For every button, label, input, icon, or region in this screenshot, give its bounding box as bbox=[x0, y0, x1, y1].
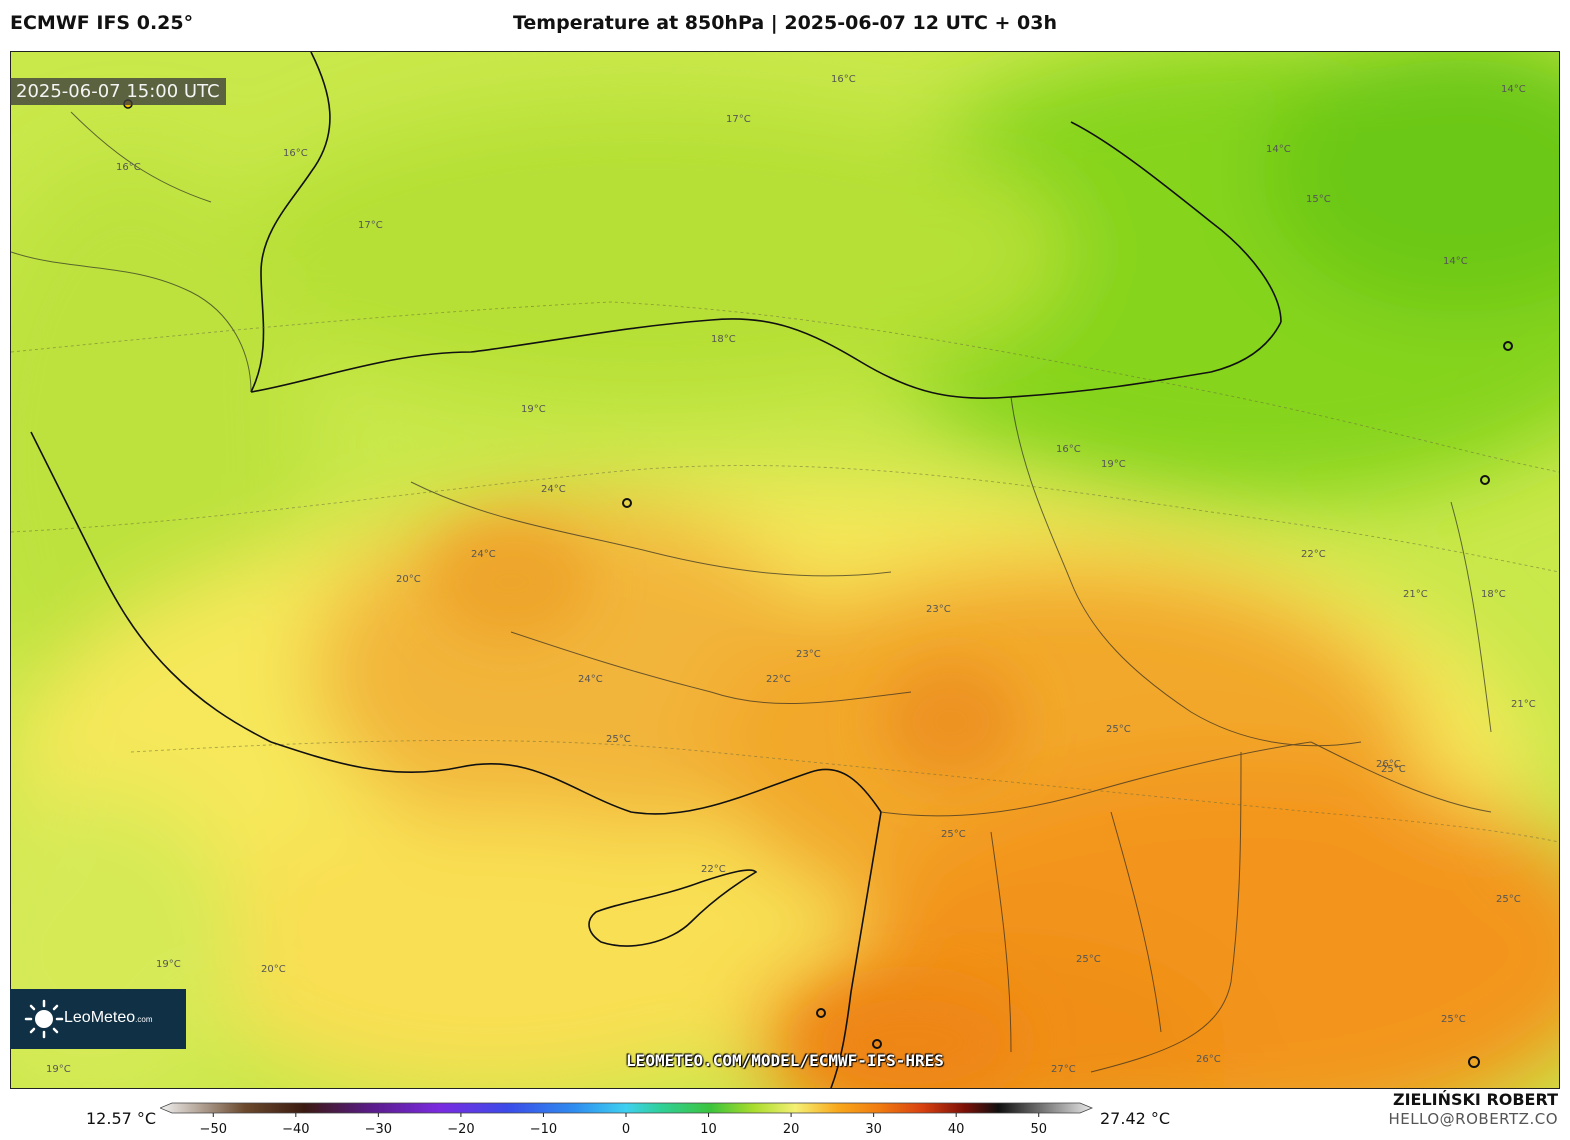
isotherm-label: 24°C bbox=[541, 484, 566, 495]
model-name: ECMWF IFS 0.25° bbox=[10, 12, 194, 34]
field-max-value: 27.42 °C bbox=[1100, 1109, 1171, 1128]
isotherm-label: 26°C bbox=[1196, 1054, 1221, 1065]
isotherm-label: 14°C bbox=[1443, 256, 1468, 267]
field-min-value: 12.57 °C bbox=[86, 1109, 157, 1128]
coastlines bbox=[30, 52, 1282, 1088]
isotherm-label: 26°C bbox=[1376, 759, 1401, 770]
valid-time-badge: 2025-06-07 15:00 UTC bbox=[10, 78, 226, 105]
city-marker bbox=[622, 498, 632, 508]
isotherm-labels: 16°C 17°C 16°C 17°C 18°C 16°C 19°C 24°C 24°C 20°C… bbox=[46, 74, 1536, 1075]
isotherms bbox=[11, 301, 1559, 843]
temperature-map[interactable]: 16°C 17°C 16°C 17°C 18°C 16°C 19°C 24°C 24°C 20°C… bbox=[10, 51, 1560, 1089]
author-email[interactable]: HELLO@ROBERTZ.CO bbox=[1388, 1110, 1558, 1128]
isotherm-label: 22°C bbox=[766, 674, 791, 685]
colorbar-tick-label: 0 bbox=[622, 1122, 630, 1137]
isotherm-label: 27°C bbox=[1051, 1064, 1076, 1075]
aegean-coast bbox=[30, 431, 272, 743]
colorbar-tick-label: −30 bbox=[365, 1122, 392, 1137]
sun-icon bbox=[24, 999, 64, 1039]
isotherm-label: 16°C bbox=[1056, 444, 1081, 455]
isotherm-label: 25°C bbox=[941, 829, 966, 840]
isotherm-label: 15°C bbox=[1306, 194, 1331, 205]
city-marker bbox=[1503, 341, 1513, 351]
chart-title: Temperature at 850hPa | 2025-06-07 12 UT… bbox=[512, 12, 1058, 34]
caucasus-line bbox=[1070, 121, 1282, 323]
isotherm-label: 19°C bbox=[1101, 459, 1126, 470]
anatolia-south-coast bbox=[270, 741, 882, 815]
isotherm-label: 25°C bbox=[1106, 724, 1131, 735]
colorbar-tick-label: 30 bbox=[865, 1122, 882, 1137]
isotherm-label: 16°C bbox=[116, 162, 141, 173]
colorbar-tick-label: −50 bbox=[200, 1122, 227, 1137]
city-marker bbox=[1480, 475, 1490, 485]
isotherm-label: 17°C bbox=[358, 220, 383, 231]
city-marker bbox=[816, 1008, 826, 1018]
isotherm-label: 25°C bbox=[1496, 894, 1521, 905]
isotherm-label: 25°C bbox=[1076, 954, 1101, 965]
isotherm-label: 19°C bbox=[46, 1064, 71, 1075]
isotherm-label: 20°C bbox=[396, 574, 421, 585]
isotherm-label: 14°C bbox=[1266, 144, 1291, 155]
country-borders bbox=[11, 111, 1492, 1073]
author-name: ZIELIŃSKI ROBERT bbox=[1392, 1090, 1558, 1109]
isotherm-label: 18°C bbox=[711, 334, 736, 345]
isotherm-label: 16°C bbox=[283, 148, 308, 159]
isotherm-label: 21°C bbox=[1403, 589, 1428, 600]
colorbar-tick-label: 50 bbox=[1030, 1122, 1047, 1137]
isotherm-label: 25°C bbox=[1381, 764, 1406, 775]
logo-wordmark: LeoMeteo.com bbox=[64, 1009, 153, 1026]
source-watermark: LEOMETEO.COM/MODEL/ECMWF-IFS-HRES bbox=[626, 1051, 944, 1070]
mild-black-sea bbox=[231, 102, 1071, 402]
colorbar-tick-label: 20 bbox=[783, 1122, 800, 1137]
isotherm-label: 22°C bbox=[1301, 549, 1326, 560]
city-marker bbox=[872, 1039, 882, 1049]
isotherm-label: 18°C bbox=[1481, 589, 1506, 600]
cool-far-north-east bbox=[1261, 52, 1559, 312]
colorbar-tick-label: −20 bbox=[447, 1122, 474, 1137]
colorbar: −50 −40 −30 −20 −10 0 10 20 30 40 50 bbox=[160, 1102, 1094, 1137]
isotherm-label: 23°C bbox=[926, 604, 951, 615]
isotherm-label: 22°C bbox=[701, 864, 726, 875]
colorbar-gradient bbox=[160, 1102, 1094, 1114]
isotherm-label: 19°C bbox=[521, 404, 546, 415]
black-sea-north-coast bbox=[250, 52, 331, 393]
isotherm-label: 25°C bbox=[606, 734, 631, 745]
colorbar-tick-label: −40 bbox=[282, 1122, 309, 1137]
isotherm-label: 24°C bbox=[471, 549, 496, 560]
cyprus bbox=[588, 869, 758, 947]
isotherm-label: 20°C bbox=[261, 964, 286, 975]
isotherm-label: 19°C bbox=[156, 959, 181, 970]
isotherm-label: 14°C bbox=[1501, 84, 1526, 95]
colorbar-tick-label: 10 bbox=[700, 1122, 717, 1137]
colorbar-tick-label: −10 bbox=[530, 1122, 557, 1137]
isotherm-label: 25°C bbox=[1441, 1014, 1466, 1025]
isotherm-label: 21°C bbox=[1511, 699, 1536, 710]
isotherm-label: 16°C bbox=[831, 74, 856, 85]
colorbar-tick-label: 40 bbox=[948, 1122, 965, 1137]
colorbar-ticks: −50 −40 −30 −20 −10 0 10 20 30 40 50 bbox=[200, 1113, 1047, 1137]
city-marker bbox=[1468, 1056, 1480, 1068]
hot-core-south bbox=[801, 982, 1021, 1088]
isotherm-label: 23°C bbox=[796, 649, 821, 660]
levant-coast bbox=[830, 811, 882, 1088]
leometeo-logo[interactable]: LeoMeteo.com bbox=[10, 989, 186, 1049]
warm-sea-south bbox=[191, 812, 791, 1088]
isotherm-label: 17°C bbox=[726, 114, 751, 125]
black-sea-south-coast bbox=[250, 318, 1282, 400]
warm-core-west bbox=[431, 522, 591, 642]
isotherm-label: 24°C bbox=[578, 674, 603, 685]
warm-core-east bbox=[881, 662, 1021, 782]
